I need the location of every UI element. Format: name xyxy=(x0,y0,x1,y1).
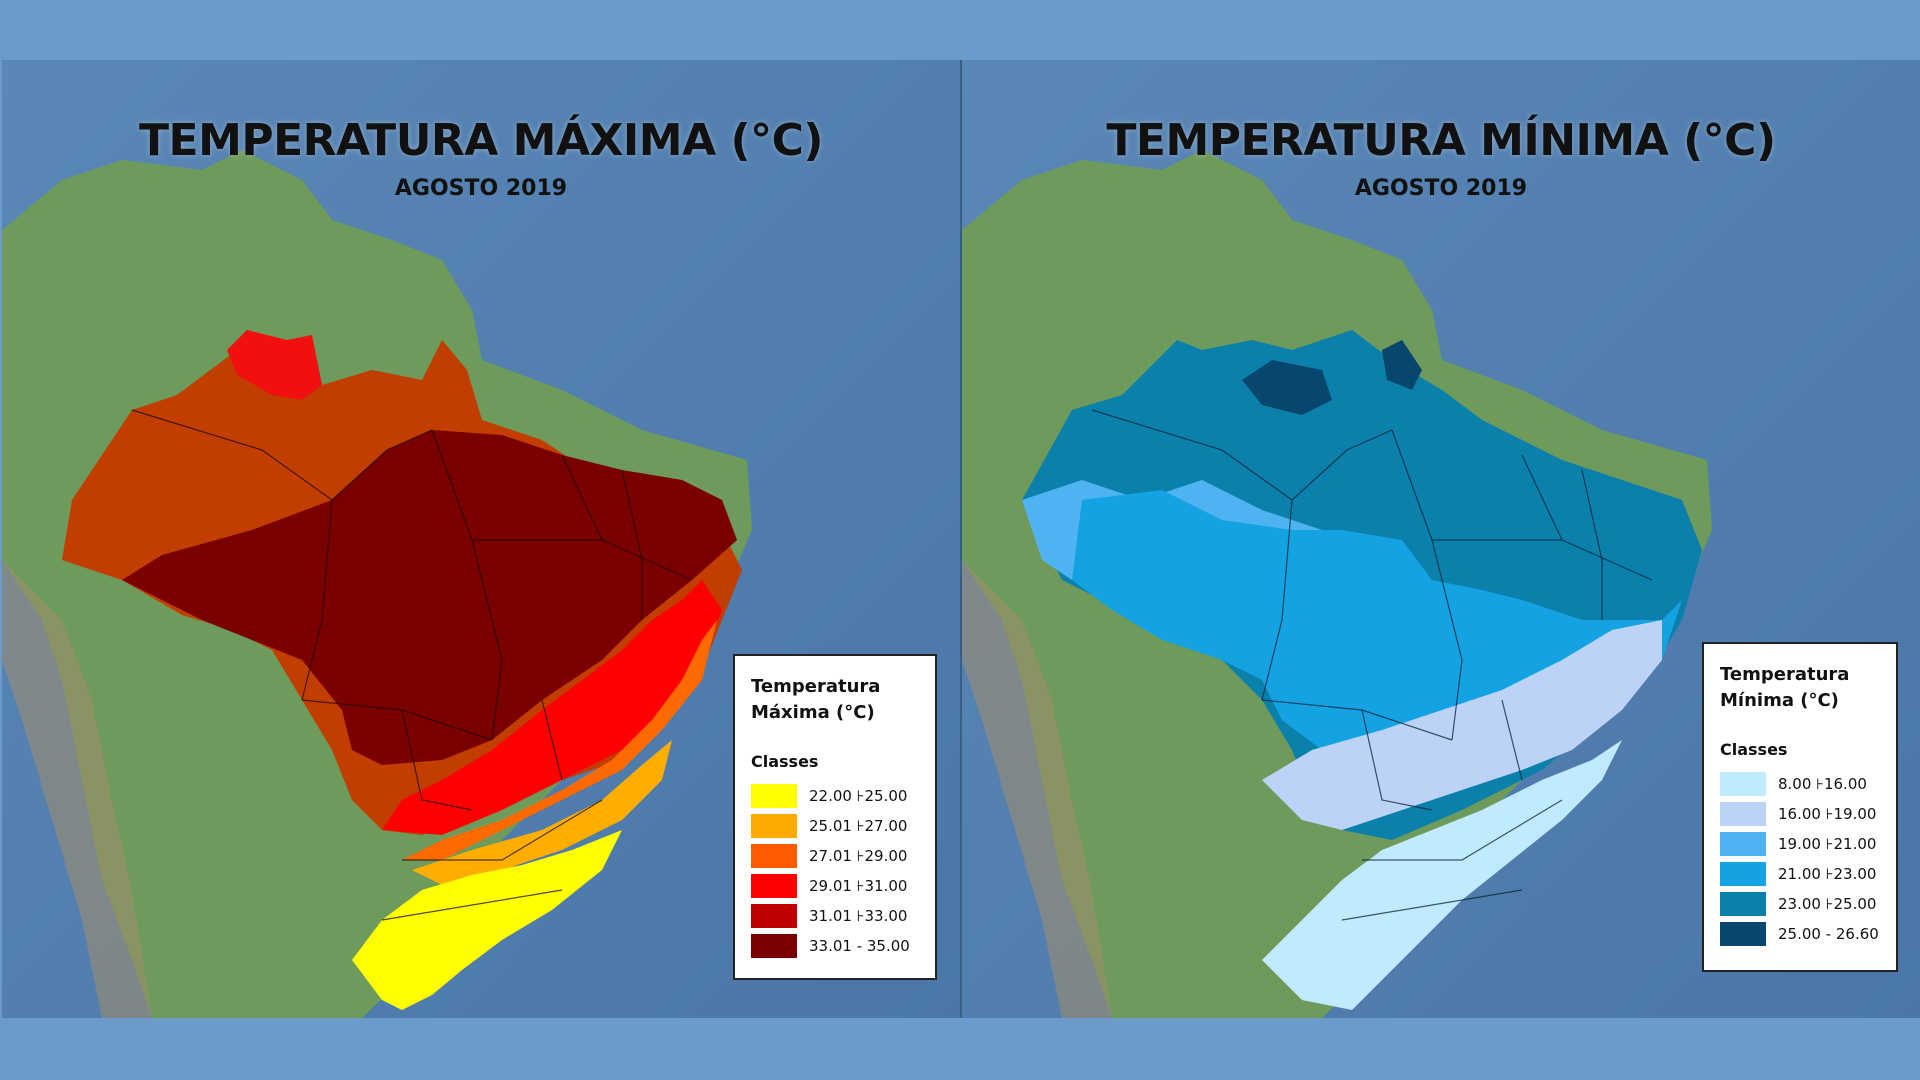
legend-swatch xyxy=(1720,892,1766,916)
legend-title: Temperatura Mínima (°C) xyxy=(1720,664,1850,711)
legend-swatch xyxy=(751,904,797,928)
legend-swatch xyxy=(1720,802,1766,826)
legend-swatch xyxy=(751,934,797,958)
legend-item: 31.01 ⊦33.00 xyxy=(751,901,919,931)
legend-swatch xyxy=(751,814,797,838)
legend-range: 19.00 ⊦21.00 xyxy=(1778,835,1877,853)
legend-range: 25.00 - 26.60 xyxy=(1778,925,1879,943)
legend-range: 8.00 ⊦16.00 xyxy=(1778,775,1867,793)
legend: Temperatura Máxima (°C) Classes 22.00 ⊦2… xyxy=(733,654,937,980)
zone-lavender xyxy=(1262,620,1662,830)
zone-dark-red-center xyxy=(122,430,737,765)
legend-item: 27.01 ⊦29.00 xyxy=(751,841,919,871)
legend-range: 29.01 ⊦31.00 xyxy=(809,877,908,895)
legend-swatch xyxy=(751,784,797,808)
legend-swatch xyxy=(1720,922,1766,946)
zone-yellow-south xyxy=(352,830,622,1010)
legend-range: 33.01 - 35.00 xyxy=(809,937,910,955)
legend-item: 25.00 - 26.60 xyxy=(1720,919,1880,949)
map-panel-maxima: TEMPERATURA MÁXIMA (°C) AGOSTO 2019 Temp… xyxy=(2,60,960,1018)
state-borders xyxy=(131,409,693,921)
legend-item: 25.01 ⊦27.00 xyxy=(751,811,919,841)
legend-swatch xyxy=(751,844,797,868)
legend-item: 22.00 ⊦25.00 xyxy=(751,781,919,811)
map-title: TEMPERATURA MÁXIMA (°C) xyxy=(139,115,823,166)
brazil-temperature-zones xyxy=(62,330,742,1010)
legend-title: Temperatura Máxima (°C) xyxy=(751,676,881,723)
legend-range: 16.00 ⊦19.00 xyxy=(1778,805,1877,823)
legend-range: 25.01 ⊦27.00 xyxy=(809,817,908,835)
brazil-temperature-zones xyxy=(1022,330,1702,1010)
legend-item: 8.00 ⊦16.00 xyxy=(1720,769,1880,799)
legend: Temperatura Mínima (°C) Classes 8.00 ⊦16… xyxy=(1702,642,1898,972)
legend-item: 23.00 ⊦25.00 xyxy=(1720,889,1880,919)
legend-item: 16.00 ⊦19.00 xyxy=(1720,799,1880,829)
legend-range: 23.00 ⊦25.00 xyxy=(1778,895,1877,913)
legend-range: 21.00 ⊦23.00 xyxy=(1778,865,1877,883)
map-subtitle: AGOSTO 2019 xyxy=(1354,176,1528,201)
legend-classes-label: Classes xyxy=(751,752,819,771)
map-subtitle: AGOSTO 2019 xyxy=(394,176,568,201)
map-panel-minima: TEMPERATURA MÍNIMA (°C) AGOSTO 2019 Temp… xyxy=(962,60,1920,1018)
legend-swatch xyxy=(751,874,797,898)
zone-red-roraima xyxy=(227,330,322,400)
zone-navy-north xyxy=(1242,360,1332,415)
legend-range: 27.01 ⊦29.00 xyxy=(809,847,908,865)
state-borders xyxy=(1091,409,1653,921)
legend-classes-label: Classes xyxy=(1720,740,1788,759)
zone-yellow-orange xyxy=(412,740,672,890)
legend-item: 29.01 ⊦31.00 xyxy=(751,871,919,901)
legend-item: 19.00 ⊦21.00 xyxy=(1720,829,1880,859)
zone-pale-blue-south xyxy=(1262,740,1622,1010)
andes-relief xyxy=(962,560,1112,1018)
legend-item: 33.01 - 35.00 xyxy=(751,931,919,961)
zone-red-southeast xyxy=(382,580,722,835)
map-maxima xyxy=(2,60,960,1018)
legend-swatch xyxy=(1720,772,1766,796)
legend-item: 21.00 ⊦23.00 xyxy=(1720,859,1880,889)
legend-swatch xyxy=(1720,832,1766,856)
panel-divider xyxy=(960,60,962,1018)
zone-navy-northeast xyxy=(1382,340,1422,390)
map-title: TEMPERATURA MÍNIMA (°C) xyxy=(1106,115,1776,166)
legend-range: 31.01 ⊦33.00 xyxy=(809,907,908,925)
legend-swatch xyxy=(1720,862,1766,886)
legend-range: 22.00 ⊦25.00 xyxy=(809,787,908,805)
andes-relief xyxy=(2,560,152,1018)
